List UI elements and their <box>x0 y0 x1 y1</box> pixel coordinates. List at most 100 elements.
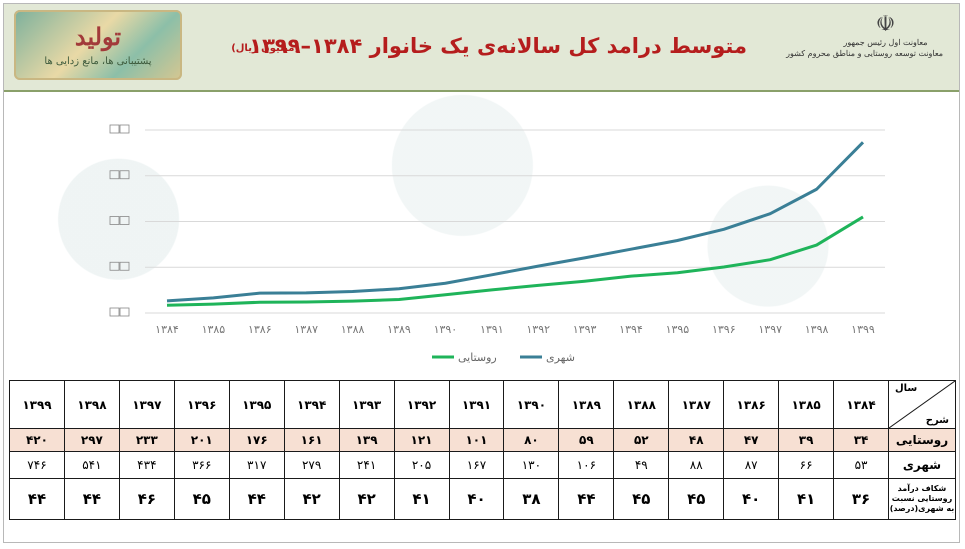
table-cell: ۸۷ <box>723 451 780 479</box>
year-header: ۱۳۸۶ <box>723 380 780 429</box>
x-tick-label: ۱۳۹۴ <box>619 323 643 336</box>
table-cell: ۴۱ <box>778 478 835 520</box>
table-cell: ۳۶ <box>833 478 889 520</box>
unit-label: (میلیون ریال) <box>231 43 299 54</box>
x-tick-label: ۱۳۹۷ <box>758 323 782 336</box>
table-cell: ۴۳۴ <box>118 451 175 479</box>
table-cell: ۴۵ <box>668 478 725 520</box>
x-tick-label: ۱۳۹۱ <box>480 323 504 336</box>
x-tick-label: ۱۳۸۶ <box>248 323 272 336</box>
y-tick-mark <box>109 170 120 180</box>
table-cell: ۴۱ <box>393 478 450 520</box>
table-cell: ۴۲ <box>283 478 340 520</box>
table-cell: ۳۹ <box>778 428 835 452</box>
table-cell: ۱۰۶ <box>558 451 615 479</box>
table-cell: ۴۴ <box>228 478 285 520</box>
table-cell: ۴۲ <box>338 478 395 520</box>
table-cell: ۵۹ <box>558 428 615 452</box>
year-header: ۱۳۹۳ <box>338 380 395 429</box>
table-cell: ۴۰ <box>723 478 780 520</box>
year-header: ۱۳۸۹ <box>558 380 615 429</box>
year-header: ۱۳۹۹ <box>9 380 65 429</box>
table-corner-cell: سال شرح <box>888 380 956 429</box>
table-cell: ۱۶۷ <box>448 451 505 479</box>
table-cell: ۱۳۰ <box>503 451 560 479</box>
table-cell: ۸۸ <box>668 451 725 479</box>
table-cell: ۴۵ <box>613 478 670 520</box>
table-cell: ۳۴ <box>833 428 889 452</box>
year-header: ۱۳۹۱ <box>448 380 505 429</box>
iran-emblem-icon: ☫ <box>875 12 896 37</box>
chart-legend: روستایی شهری <box>432 351 575 364</box>
slide-header: تولید پشتیبانی ها، مانع زدایی ها متوسط د… <box>4 4 959 92</box>
y-tick-mark <box>109 261 120 271</box>
chart-grid <box>145 129 885 314</box>
legend-label: روستایی <box>458 351 497 364</box>
x-tick-label: ۱۳۹۵ <box>666 323 690 336</box>
y-tick-mark <box>119 216 130 225</box>
y-tick-mark <box>109 307 120 317</box>
table-cell: ۴۸ <box>668 428 725 452</box>
x-axis-ticks: ۱۳۸۴ ۱۳۸۵ ۱۳۸۶ ۱۳۸۷ ۱۳۸۸ ۱۳۸۹ ۱۳۹۰ ۱۳۹۱ ۱۳۹۲ ۱۳۹۳… <box>155 323 875 336</box>
table-cell: ۲۳۳ <box>118 428 175 452</box>
series-line-1 <box>166 141 865 303</box>
table-cell: ۶۶ <box>778 451 835 479</box>
year-header: ۱۳۸۸ <box>613 380 670 429</box>
x-tick-label: ۱۳۹۰ <box>434 323 458 336</box>
year-header: ۱۳۹۷ <box>118 380 175 429</box>
table-cell: ۷۴۶ <box>9 451 65 479</box>
year-header: ۱۳۹۰ <box>503 380 560 429</box>
y-tick-mark <box>119 170 130 180</box>
corner-year-label: سال <box>895 383 918 394</box>
table-cell: ۴۴ <box>558 478 615 520</box>
table-cell: ۲۷۹ <box>283 451 340 479</box>
logo-text: تولید <box>74 22 122 51</box>
table-cell: ۴۰ <box>448 478 505 520</box>
row-label-urban: شهری <box>888 451 956 479</box>
production-year-logo: تولید پشتیبانی ها، مانع زدایی ها <box>14 10 182 80</box>
year-header: ۱۳۸۴ <box>833 380 889 429</box>
table-cell: ۴۲۰ <box>9 428 65 452</box>
page-title: متوسط درامد کل سالانه‌ی یک خانوار ۱۳۸۴–۱… <box>249 34 747 58</box>
y-axis-ticks <box>109 124 130 317</box>
year-header: ۱۳۹۸ <box>63 380 120 429</box>
table-cell: ۴۷ <box>723 428 780 452</box>
x-tick-label: ۱۳۸۸ <box>341 323 365 336</box>
y-tick-mark <box>119 261 130 271</box>
chart-series <box>166 141 865 307</box>
table-cell: ۳۱۷ <box>228 451 285 479</box>
table-cell: ۱۶۱ <box>283 428 340 452</box>
x-tick-label: ۱۳۸۷ <box>294 323 318 336</box>
y-tick-mark <box>109 124 120 134</box>
year-header: ۱۳۹۵ <box>228 380 285 429</box>
logo-subtext: پشتیبانی ها، مانع زدایی ها <box>44 56 152 67</box>
series-line-0 <box>166 215 864 307</box>
table-cell: ۵۳ <box>833 451 889 479</box>
org-line-1: معاونت اول رئیس جمهور <box>843 38 928 47</box>
table-cell: ۴۹ <box>613 451 670 479</box>
x-tick-label: ۱۳۸۹ <box>387 323 411 336</box>
year-header: ۱۳۹۴ <box>283 380 340 429</box>
table-cell: ۵۴۱ <box>63 451 120 479</box>
table-cell: ۴۶ <box>118 478 175 520</box>
table-cell: ۴۵ <box>173 478 230 520</box>
table-cell: ۱۲۱ <box>393 428 450 452</box>
table-cell: ۳۶۶ <box>173 451 230 479</box>
row-label-gap: شکاف درآمد روستایی نسبت به شهری(درصد) <box>888 478 956 520</box>
year-header: ۱۳۹۶ <box>173 380 230 429</box>
y-tick-mark <box>109 216 120 225</box>
x-tick-label: ۱۳۹۲ <box>526 323 550 336</box>
table-cell: ۸۰ <box>503 428 560 452</box>
table-cell: ۱۰۱ <box>448 428 505 452</box>
y-tick-mark <box>119 124 130 134</box>
x-tick-label: ۱۳۹۸ <box>805 323 829 336</box>
year-header: ۱۳۹۲ <box>393 380 450 429</box>
x-tick-label: ۱۳۸۴ <box>155 323 179 336</box>
table-cell: ۱۳۹ <box>338 428 395 452</box>
organization-block: ☫ معاونت اول رئیس جمهور معاونت توسعه روس… <box>786 12 943 59</box>
table-cell: ۴۴ <box>9 478 65 520</box>
table-cell: ۲۹۷ <box>63 428 120 452</box>
org-line-2: معاونت توسعه روستایی و مناطق محروم کشور <box>786 49 943 58</box>
table-cell: ۴۴ <box>63 478 120 520</box>
income-data-table: سال شرح ۱۳۸۴ ۱۳۸۵ ۱۳۸۶ ۱۳۸۷ ۱۳۸۸ ۱۳۸۹ ۱۳… <box>9 380 956 520</box>
